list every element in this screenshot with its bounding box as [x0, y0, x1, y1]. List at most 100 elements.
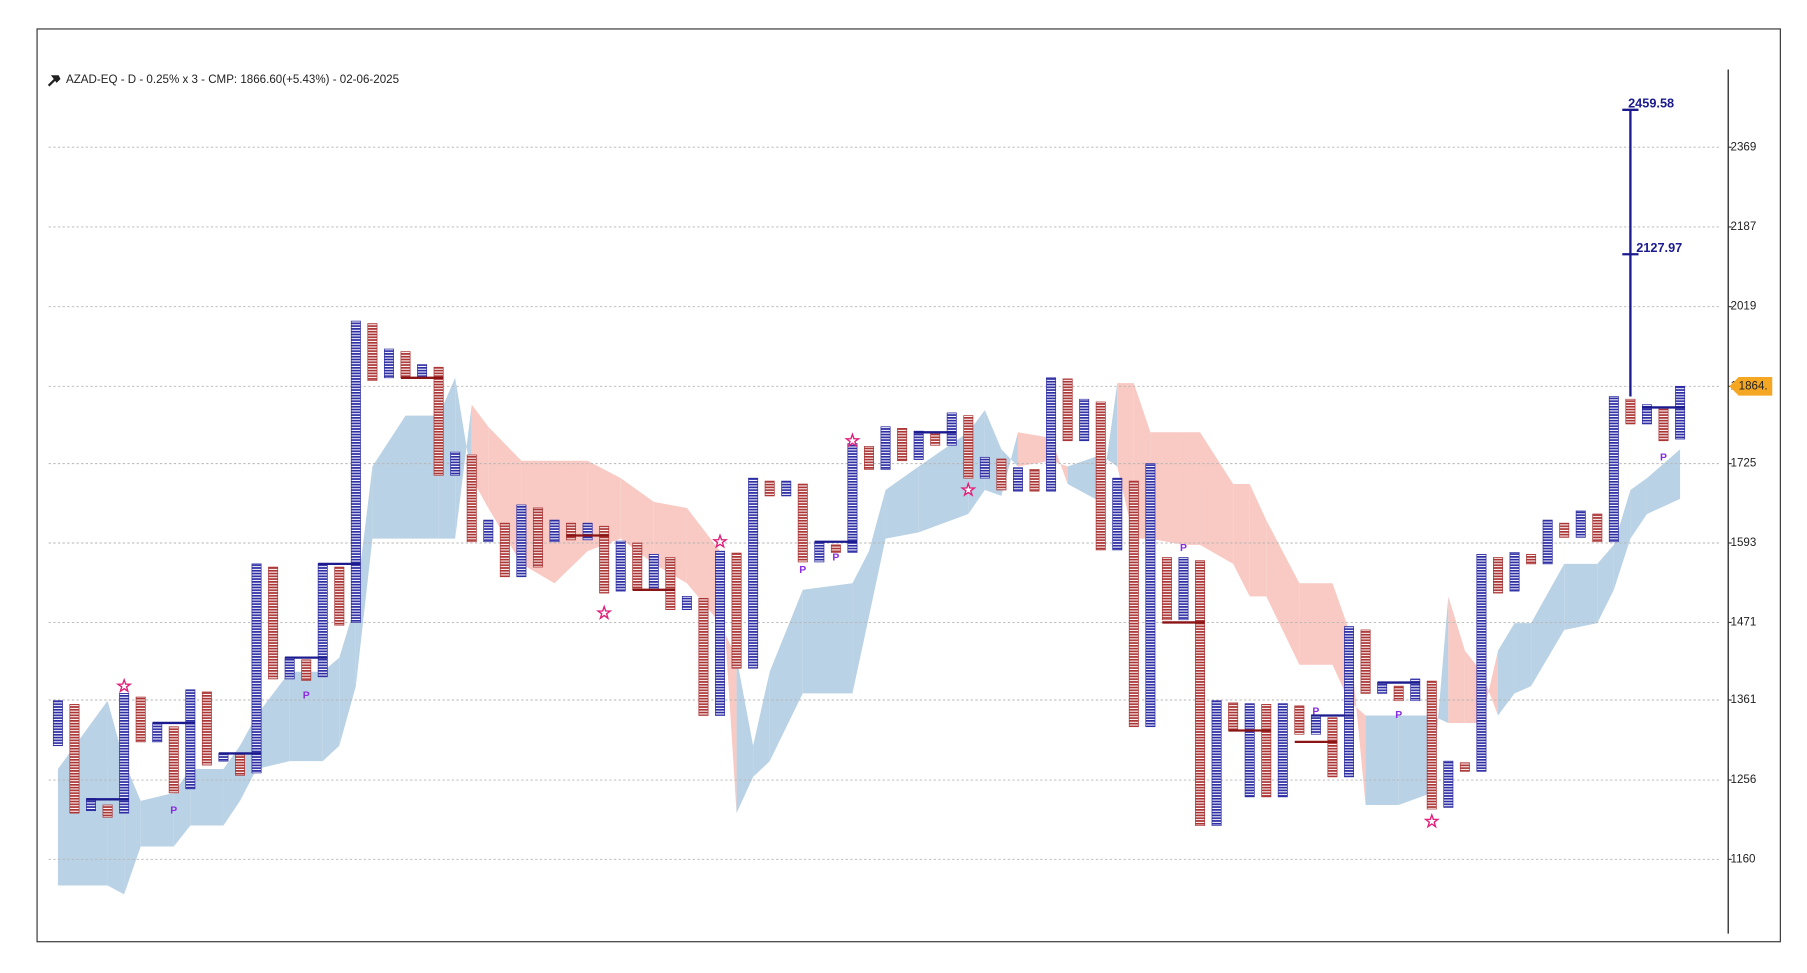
x-column [946, 412, 957, 446]
signal-star [596, 604, 613, 620]
x-column [681, 596, 692, 611]
o-column [665, 557, 676, 611]
x-column [1178, 557, 1189, 621]
cloud-segment [488, 426, 522, 564]
x-column [1410, 678, 1421, 702]
o-column [864, 446, 874, 470]
x-column [1476, 553, 1487, 772]
cloud-segment [868, 489, 886, 617]
x-column [1509, 552, 1520, 592]
y-tick-label: 1471 [1731, 617, 1757, 629]
price-marker-label: 1864. [1739, 380, 1768, 392]
cloud-segment [1001, 432, 1018, 496]
o-column [499, 522, 510, 578]
pattern-label: P [1660, 453, 1667, 464]
pattern-label: P [1180, 543, 1187, 554]
o-column [1062, 378, 1073, 442]
x-column [119, 693, 130, 814]
o-column [1658, 407, 1669, 442]
x-column [218, 753, 229, 762]
o-column [1261, 704, 1272, 798]
x-column [1145, 463, 1156, 728]
x-column [1608, 396, 1619, 543]
cloud-segment [686, 507, 721, 624]
annotation-layer: P P P P P P P P 2459.58 2127.97 1864. [86, 95, 1773, 829]
o-column [135, 696, 146, 743]
o-column [1228, 702, 1239, 731]
x-column [979, 456, 990, 479]
o-column [996, 458, 1007, 491]
y-tick-label: 1256 [1731, 774, 1757, 786]
o-column [334, 566, 345, 626]
o-column [731, 552, 742, 669]
o-column [532, 507, 543, 568]
cloud-segment [455, 377, 472, 539]
x-column [417, 364, 428, 379]
o-column [433, 366, 444, 476]
cloud-segment [1200, 432, 1234, 564]
cloud-segment [1613, 489, 1631, 590]
y-tick-label: 1593 [1731, 537, 1757, 549]
o-column [1426, 680, 1437, 810]
o-column [168, 726, 179, 794]
x-column [715, 550, 726, 716]
target-label: 2459.58 [1628, 95, 1674, 110]
o-column [897, 428, 908, 462]
cloud-segment [769, 589, 803, 762]
o-column [301, 659, 312, 681]
o-column [1559, 522, 1570, 538]
cloud-segment [736, 657, 754, 814]
o-column [69, 704, 80, 814]
o-column [599, 525, 610, 594]
o-column [1128, 480, 1139, 728]
o-column [1294, 705, 1305, 735]
x-column [913, 430, 924, 460]
x-column [284, 657, 295, 680]
x-column [582, 522, 593, 541]
signal-star [960, 481, 977, 497]
cloud-segment [1398, 715, 1432, 805]
cloud-segment [256, 671, 290, 769]
o-column [1029, 469, 1040, 492]
x-column [1079, 398, 1090, 442]
cloud-segment [1150, 432, 1184, 545]
o-column [632, 542, 643, 591]
cloud-segment [1017, 432, 1052, 467]
x-column [615, 540, 626, 592]
x-column [483, 519, 494, 543]
o-column [1625, 398, 1636, 425]
x-column [383, 348, 394, 379]
cloud-segment [405, 415, 439, 539]
cloud-segment [1233, 484, 1250, 597]
o-column [764, 480, 775, 497]
o-column [830, 544, 841, 553]
pattern-label: P [799, 565, 806, 576]
x-column [814, 541, 825, 563]
cloud-segment [372, 415, 406, 539]
o-column [400, 351, 411, 379]
cloud-segment [918, 432, 969, 533]
target-label: 2127.97 [1636, 240, 1682, 255]
cloud-segment [1349, 629, 1366, 805]
signal-star [844, 432, 861, 448]
o-column [1161, 557, 1172, 621]
cloud-segment [1531, 563, 1565, 687]
x-column [1542, 519, 1553, 565]
o-column [1327, 717, 1338, 778]
x-column [450, 451, 461, 476]
cloud-segment [1266, 520, 1300, 665]
cloud-segment [1448, 596, 1465, 723]
o-column [235, 754, 245, 776]
x-column [1443, 760, 1454, 808]
cloud-segment [57, 700, 108, 886]
o-column [1393, 685, 1404, 702]
wrench-icon [47, 75, 61, 87]
cloud-segment [322, 657, 340, 762]
cloud-segment [1497, 623, 1515, 716]
pattern-label: P [1395, 710, 1402, 721]
y-tick-label: 1361 [1731, 694, 1757, 706]
cloud-segment [1514, 623, 1532, 694]
cloud-segment [1646, 449, 1681, 515]
o-column [1095, 401, 1106, 551]
x-column [52, 700, 63, 747]
